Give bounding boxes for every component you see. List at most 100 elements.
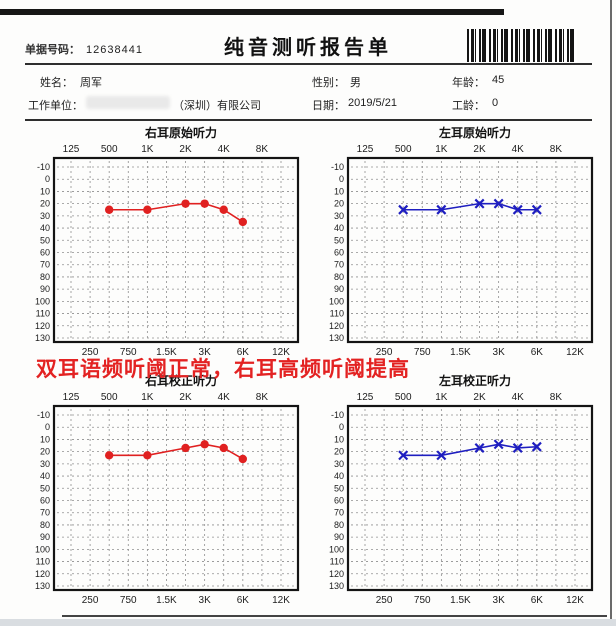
svg-text:60: 60 — [40, 496, 50, 506]
svg-text:10: 10 — [40, 434, 50, 444]
svg-text:100: 100 — [35, 296, 50, 306]
svg-text:50: 50 — [334, 483, 344, 493]
diagnosis-annotation: 双耳语频听阈正常，右耳高频听阈提高 — [36, 358, 410, 381]
svg-text:60: 60 — [334, 496, 344, 506]
svg-text:0: 0 — [45, 174, 50, 184]
gender-label: 性别： — [312, 77, 345, 89]
svg-text:130: 130 — [35, 333, 50, 343]
svg-text:750: 750 — [120, 347, 137, 358]
svg-text:70: 70 — [40, 260, 50, 270]
svg-text:1K: 1K — [141, 392, 154, 403]
chart-title: 左耳校正听力 — [438, 374, 511, 388]
svg-text:110: 110 — [330, 309, 344, 319]
svg-text:6K: 6K — [531, 347, 544, 358]
svg-text:750: 750 — [120, 595, 137, 606]
svg-text:100: 100 — [35, 544, 50, 554]
page-title: 纯音测听报告单 — [224, 37, 392, 59]
svg-text:110: 110 — [36, 557, 50, 567]
svg-text:90: 90 — [334, 532, 344, 542]
svg-text:100: 100 — [329, 296, 344, 306]
svg-text:30: 30 — [40, 459, 50, 469]
chart-title: 右耳校正听力 — [144, 374, 217, 388]
svg-text:1K: 1K — [141, 144, 154, 155]
svg-text:120: 120 — [35, 321, 50, 331]
svg-text:8K: 8K — [550, 392, 563, 403]
svg-text:-10: -10 — [331, 162, 344, 172]
work-years-label: 工龄： — [452, 100, 485, 112]
svg-text:0: 0 — [339, 174, 344, 184]
name-value: 周军 — [80, 77, 102, 89]
age-label: 年龄： — [452, 77, 485, 89]
svg-text:50: 50 — [40, 235, 50, 245]
work-years-value: 0 — [492, 97, 499, 109]
svg-text:100: 100 — [329, 544, 344, 554]
svg-text:12K: 12K — [272, 347, 290, 358]
svg-text:120: 120 — [329, 569, 344, 579]
svg-text:3K: 3K — [493, 595, 506, 606]
svg-text:10: 10 — [40, 186, 50, 196]
svg-text:750: 750 — [414, 595, 431, 606]
svg-text:12K: 12K — [566, 347, 584, 358]
svg-text:-10: -10 — [331, 410, 344, 420]
svg-text:4K: 4K — [218, 392, 231, 403]
svg-text:80: 80 — [40, 272, 50, 282]
svg-text:50: 50 — [40, 483, 50, 493]
gender-value: 男 — [350, 77, 361, 89]
svg-text:70: 70 — [334, 260, 344, 270]
svg-text:120: 120 — [35, 569, 50, 579]
svg-text:60: 60 — [334, 248, 344, 258]
svg-text:40: 40 — [40, 471, 50, 481]
svg-text:250: 250 — [376, 347, 393, 358]
doc-number-label: 单据号码： — [25, 44, 80, 56]
svg-text:2K: 2K — [473, 144, 486, 155]
company-value: （深圳）有限公司 — [173, 100, 261, 112]
svg-text:20: 20 — [334, 199, 344, 209]
svg-text:80: 80 — [334, 520, 344, 530]
svg-text:20: 20 — [40, 447, 50, 457]
svg-text:130: 130 — [35, 581, 50, 591]
page-bottom-line — [62, 615, 607, 617]
svg-text:125: 125 — [63, 144, 80, 155]
svg-text:130: 130 — [329, 333, 344, 343]
audiogram-plot: 125 500 1K 2K 4K 8K 250 750 1.5K 3K 6K 12K -10 0 10 20 3… — [318, 140, 602, 367]
barcode — [467, 29, 577, 62]
page-right-edge-line — [610, 0, 612, 626]
svg-text:80: 80 — [40, 520, 50, 530]
svg-text:3K: 3K — [199, 595, 212, 606]
svg-text:1K: 1K — [435, 392, 448, 403]
svg-text:50: 50 — [334, 235, 344, 245]
svg-text:250: 250 — [376, 595, 393, 606]
svg-text:750: 750 — [414, 347, 431, 358]
svg-text:125: 125 — [357, 392, 374, 403]
doc-number-value: 12638441 — [86, 44, 143, 56]
svg-text:90: 90 — [40, 532, 50, 542]
svg-text:8K: 8K — [256, 392, 269, 403]
company-label: 工作单位： — [28, 100, 83, 112]
audiogram-plot: 125 500 1K 2K 4K 8K 250 750 1.5K 3K 6K 12K -10 0 10 20 3… — [318, 388, 602, 615]
svg-text:125: 125 — [63, 392, 80, 403]
svg-text:80: 80 — [334, 272, 344, 282]
audiogram-plot: 125 500 1K 2K 4K 8K 250 750 1.5K 3K 6K 12K -10 0 10 20 3… — [24, 388, 308, 615]
svg-text:6K: 6K — [237, 347, 250, 358]
svg-text:0: 0 — [45, 422, 50, 432]
svg-text:1K: 1K — [435, 144, 448, 155]
company-redaction-blur — [86, 96, 170, 109]
chart-title: 左耳原始听力 — [438, 126, 511, 140]
svg-text:12K: 12K — [566, 595, 584, 606]
scan-artifact-bar — [0, 9, 504, 15]
svg-text:12K: 12K — [272, 595, 290, 606]
svg-text:20: 20 — [40, 199, 50, 209]
date-value: 2019/5/21 — [348, 97, 397, 109]
svg-text:90: 90 — [40, 284, 50, 294]
header-divider — [25, 63, 592, 65]
name-label: 姓名： — [40, 77, 73, 89]
svg-text:8K: 8K — [256, 144, 269, 155]
svg-text:40: 40 — [334, 223, 344, 233]
svg-text:3K: 3K — [199, 347, 212, 358]
svg-text:30: 30 — [334, 459, 344, 469]
svg-text:500: 500 — [101, 144, 118, 155]
doc-number: 单据号码： 12638441 — [25, 41, 143, 57]
svg-text:10: 10 — [334, 186, 344, 196]
svg-text:70: 70 — [334, 508, 344, 518]
